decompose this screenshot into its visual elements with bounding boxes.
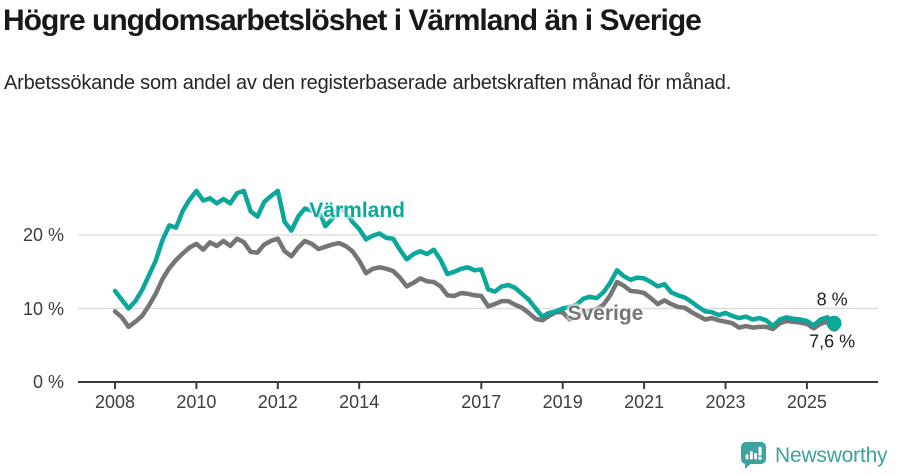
y-tick-label: 20 % (22, 225, 64, 245)
x-tick-label: 2021 (624, 392, 665, 412)
series-label-sverige: Sverige (567, 301, 644, 325)
newsworthy-icon (741, 442, 766, 469)
brand-name: Newsworthy (775, 443, 888, 467)
end-dot-värmland (826, 315, 842, 331)
x-tick-label: 2017 (461, 392, 502, 412)
y-tick-label: 0 % (32, 372, 64, 392)
series-line-värmland (112, 188, 837, 329)
x-tick-label: 2010 (176, 392, 217, 412)
chart-title: Högre ungdomsarbetslöshet i Värmland än … (3, 4, 702, 37)
x-tick-label: 2014 (339, 392, 380, 412)
x-tick-label: 2008 (94, 392, 136, 412)
newsworthy-logo[interactable]: Newsworthy (740, 441, 888, 470)
chart-subtitle: Arbetssökande som andel av den registerb… (4, 72, 732, 94)
x-tick-label: 2023 (705, 392, 746, 412)
x-tick-label: 2012 (257, 392, 298, 412)
series-line-sverige (112, 236, 837, 332)
series-label-värmland: Värmland (309, 199, 406, 223)
end-value-label: 7,6 % (809, 331, 856, 352)
x-tick-label: 2019 (542, 392, 583, 412)
y-tick-label: 10 % (22, 298, 64, 319)
end-value-label: 8 % (816, 289, 848, 310)
x-tick-label: 2025 (786, 392, 827, 412)
